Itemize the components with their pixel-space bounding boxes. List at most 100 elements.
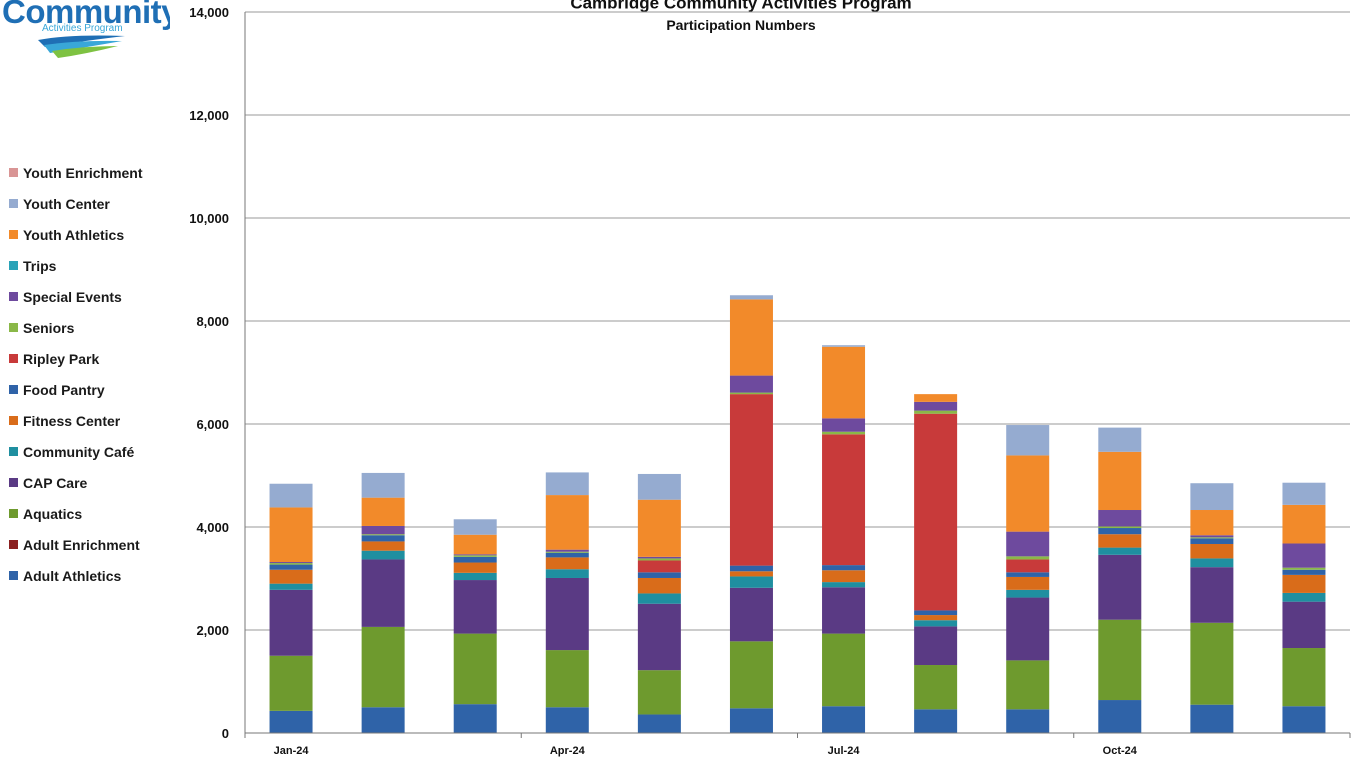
bar-segment: [729, 394, 773, 566]
bar-segment: [545, 569, 589, 578]
bar-segment: [545, 549, 589, 552]
bar-segment: [822, 434, 866, 566]
bar-segment: [1006, 709, 1050, 733]
bar-segment: [269, 564, 313, 570]
bar-segment: [914, 665, 958, 710]
bar-segment: [453, 556, 497, 563]
bar-segment: [1282, 543, 1326, 568]
bar-segment: [822, 582, 866, 588]
legend-item: CAP Care: [9, 467, 143, 498]
bar-segment: [269, 583, 313, 590]
bar-segment: [1282, 648, 1326, 707]
bar-segment: [729, 392, 773, 395]
legend-swatch: [9, 230, 18, 239]
bar-segment: [545, 650, 589, 708]
legend-swatch: [9, 354, 18, 363]
bar-segment: [361, 559, 405, 627]
bar-segment: [822, 587, 866, 634]
bar-segment: [361, 541, 405, 551]
bar-segment: [637, 593, 681, 604]
legend-item: Special Events: [9, 281, 143, 312]
bar-segment: [914, 615, 958, 621]
logo-swoosh: [38, 35, 125, 58]
bar-segment: [545, 552, 589, 558]
bar-segment: [1006, 455, 1050, 532]
y-tick-label: 2,000: [196, 623, 229, 638]
bar-segment: [1006, 576, 1050, 590]
bar-segment: [1098, 547, 1142, 555]
bar-segment: [453, 562, 497, 573]
bar-segment: [729, 375, 773, 393]
bar-segment: [822, 633, 866, 707]
program-logo: Community Activities Program: [0, 0, 170, 64]
legend-label: Special Events: [23, 288, 122, 305]
bar-segment: [269, 507, 313, 563]
bar-segment: [1098, 451, 1142, 511]
legend-label: Ripley Park: [23, 350, 100, 367]
bar-segment: [453, 580, 497, 634]
legend-label: Food Pantry: [23, 381, 105, 398]
bar-segment: [822, 418, 866, 432]
legend-item: Youth Athletics: [9, 219, 143, 250]
bar-segment: [1098, 700, 1142, 733]
bar-segment: [1190, 510, 1234, 536]
bar-segment: [1006, 572, 1050, 577]
axes: [244, 12, 1351, 738]
bar-segment: [545, 495, 589, 550]
legend-label: Seniors: [23, 319, 75, 336]
bar-segment: [1006, 531, 1050, 557]
bar-segment: [1098, 619, 1142, 701]
legend-item: Youth Enrichment: [9, 157, 143, 188]
bar-segment: [637, 560, 681, 573]
x-tick-label: Oct-24: [1103, 745, 1138, 757]
bar-segment: [729, 641, 773, 709]
gridlines: [245, 11, 1350, 631]
legend-label: Adult Athletics: [23, 567, 122, 584]
bar-segment: [1098, 528, 1142, 535]
bar-segment: [361, 707, 405, 733]
y-tick-label: 12,000: [189, 108, 229, 123]
legend-swatch: [9, 323, 18, 332]
legend-item: Trips: [9, 250, 143, 281]
bar-segment: [269, 563, 313, 565]
chart-subtitle: Participation Numbers: [666, 17, 816, 33]
bar-segment: [729, 571, 773, 577]
legend-item: Community Café: [9, 436, 143, 467]
bar-segment: [361, 626, 405, 708]
bar-segment: [453, 633, 497, 705]
legend-item: Food Pantry: [9, 374, 143, 405]
y-tick-label: 10,000: [189, 211, 229, 226]
bar-segment: [914, 620, 958, 627]
bar-segment: [1282, 567, 1326, 570]
bar-segment: [1282, 504, 1326, 544]
bar-segment: [1190, 567, 1234, 623]
bar-segment: [637, 473, 681, 500]
y-axis-ticks: 0 2,000 4,000 6,000 8,000 10,000 12,000 14,000: [189, 5, 229, 741]
bar-segment: [914, 626, 958, 666]
bar-segment: [729, 587, 773, 642]
bar-segment: [1282, 569, 1326, 575]
bar-segment: [1098, 526, 1142, 529]
legend-swatch: [9, 509, 18, 518]
bar-segment: [1282, 574, 1326, 593]
legend-swatch: [9, 571, 18, 580]
bar-segment: [1006, 597, 1050, 661]
bar-segment: [914, 413, 958, 611]
y-tick-label: 8,000: [196, 314, 229, 329]
x-tick-label: Jul-24: [828, 745, 861, 757]
bar-segment: [1006, 589, 1050, 598]
bar-segment: [1190, 538, 1234, 544]
bar-segment: [545, 557, 589, 570]
legend-swatch: [9, 385, 18, 394]
bar-segment: [453, 572, 497, 581]
bar-segment: [637, 499, 681, 557]
bar-segment: [453, 534, 497, 555]
bar-segment: [914, 401, 958, 411]
legend-swatch: [9, 416, 18, 425]
bar-segment: [1006, 556, 1050, 560]
bar-segment: [453, 555, 497, 557]
bar-segment: [361, 525, 405, 535]
legend-swatch: [9, 447, 18, 456]
logo-text: Community: [2, 0, 170, 30]
